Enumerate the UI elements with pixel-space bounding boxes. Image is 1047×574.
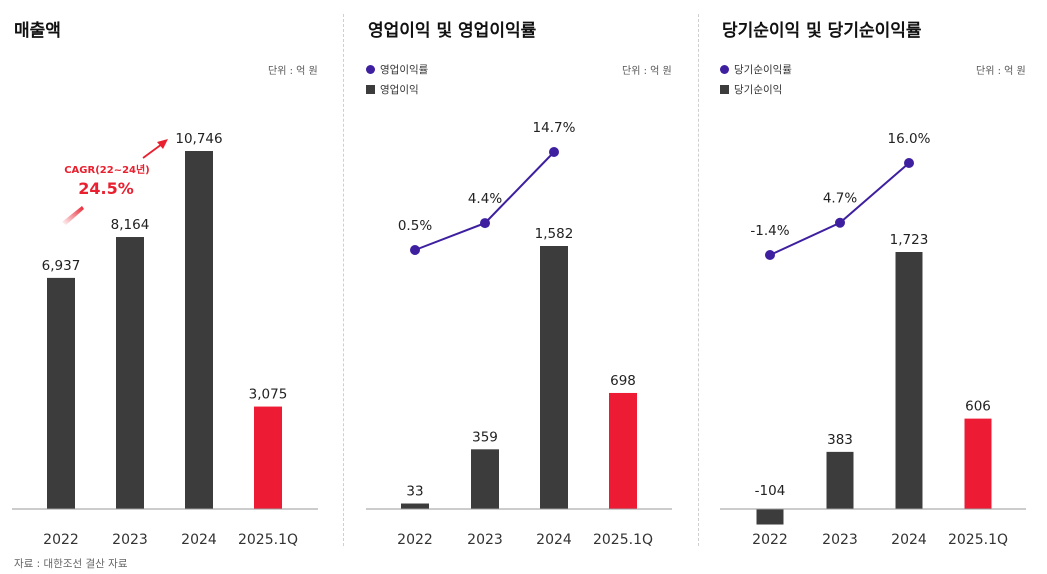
cagr-label: CAGR(22~24년) — [64, 163, 150, 176]
x-tick-label: 2022 — [752, 532, 788, 548]
x-tick-label: 2022 — [43, 532, 79, 548]
x-tick-label: 2025.1Q — [948, 532, 1008, 548]
legend-square-icon — [720, 85, 729, 94]
bar — [756, 509, 784, 525]
margin-point — [835, 217, 845, 228]
panel-divider — [343, 14, 344, 546]
bar — [609, 392, 637, 509]
bar — [540, 246, 568, 509]
margin-point — [410, 245, 420, 255]
bar — [47, 277, 75, 509]
cagr-arrow-line — [142, 143, 163, 159]
margin-point — [480, 218, 490, 229]
x-tick-label: 2024 — [181, 532, 217, 548]
margin-line — [769, 162, 910, 256]
bar-value-label: 8,164 — [111, 217, 150, 233]
bar — [401, 503, 429, 509]
bar-value-label: 3,075 — [249, 387, 288, 403]
legend-item-operating-margin: 영업이익률 — [366, 62, 428, 77]
legend-square-icon — [366, 85, 375, 94]
bar-value-label: 33 — [406, 484, 423, 500]
x-tick-label: 2023 — [112, 532, 148, 548]
bar — [895, 252, 923, 509]
bar-value-label: 10,746 — [175, 131, 222, 147]
bar — [116, 237, 144, 509]
legend-label: 영업이익률 — [380, 64, 429, 76]
margin-value-label: 4.4% — [468, 191, 502, 207]
cagr-trend-stroke — [62, 206, 84, 225]
bar-value-label: 6,937 — [42, 258, 81, 274]
bar — [254, 406, 282, 509]
legend-label: 영업이익 — [380, 84, 419, 96]
bar — [471, 449, 499, 509]
margin-value-label: 0.5% — [398, 218, 432, 234]
bar-value-label: 1,723 — [890, 232, 929, 248]
cagr-value: 24.5% — [78, 179, 134, 198]
legend-label: 당기순이익률 — [734, 64, 792, 76]
legend-item-net-income: 당기순이익 — [720, 82, 782, 97]
bar — [826, 451, 854, 509]
margin-point — [549, 147, 559, 157]
bar-value-label: 606 — [965, 399, 991, 415]
panel-divider — [698, 14, 699, 546]
margin-value-label: 14.7% — [533, 120, 576, 136]
legend-dot-icon — [720, 65, 729, 74]
unit-label-operating-profit: 단위 : 억 원 — [622, 66, 672, 77]
x-tick-label: 2024 — [891, 532, 927, 548]
legend-item-net-margin: 당기순이익률 — [720, 62, 792, 77]
cagr-arrow-head-icon — [157, 139, 168, 149]
x-tick-label: 2024 — [536, 532, 572, 548]
x-tick-label: 2022 — [397, 532, 433, 548]
panel-title-operating-profit: 영업이익 및 영업이익률 — [368, 21, 537, 41]
margin-point — [765, 250, 775, 260]
x-tick-label: 2025.1Q — [593, 532, 653, 548]
source-note: 자료 : 대한조선 결산 자료 — [14, 558, 128, 570]
x-tick-label: 2023 — [822, 532, 858, 548]
legend-item-operating-profit: 영업이익 — [366, 82, 419, 97]
legend-dot-icon — [366, 65, 375, 74]
panel-title-revenue: 매출액 — [14, 21, 61, 41]
bar — [185, 151, 213, 509]
unit-label-net-income: 단위 : 억 원 — [976, 66, 1026, 77]
bar — [964, 418, 992, 509]
x-tick-label: 2023 — [467, 532, 503, 548]
margin-value-label: 4.7% — [823, 191, 857, 207]
margin-point — [904, 158, 914, 168]
bar-value-label: 383 — [827, 432, 853, 448]
x-tick-label: 2025.1Q — [238, 532, 298, 548]
margin-value-label: -1.4% — [750, 223, 789, 239]
bar-value-label: 1,582 — [535, 226, 574, 242]
bar-value-label: -104 — [755, 483, 786, 499]
panel-title-net-income: 당기순이익 및 당기순이익률 — [722, 21, 922, 41]
legend-label: 당기순이익 — [734, 84, 783, 96]
unit-label-revenue: 단위 : 억 원 — [268, 66, 318, 77]
bar-value-label: 359 — [472, 429, 498, 445]
bar-value-label: 698 — [610, 373, 636, 389]
margin-value-label: 16.0% — [888, 131, 931, 147]
